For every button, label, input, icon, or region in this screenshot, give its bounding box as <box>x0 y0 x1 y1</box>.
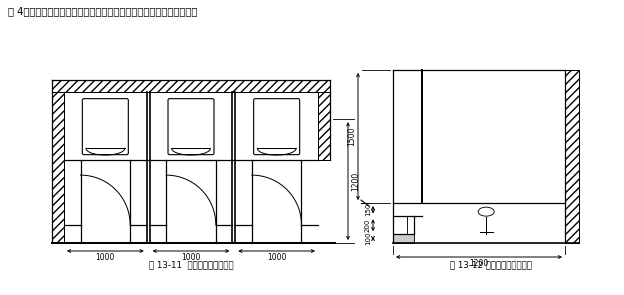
FancyBboxPatch shape <box>168 99 214 155</box>
Polygon shape <box>52 80 330 92</box>
Text: 1000: 1000 <box>95 253 115 262</box>
Text: 1000: 1000 <box>182 253 201 262</box>
FancyBboxPatch shape <box>82 99 129 155</box>
FancyBboxPatch shape <box>254 99 300 155</box>
Polygon shape <box>318 92 330 160</box>
Text: 例 4：如图所示，试计算卫生间木隔断工程量（门与隔断的材质相同）: 例 4：如图所示，试计算卫生间木隔断工程量（门与隔断的材质相同） <box>8 6 197 16</box>
Text: 150: 150 <box>365 203 371 217</box>
Text: 100: 100 <box>365 232 371 245</box>
Text: 200: 200 <box>365 219 371 232</box>
Text: 1000: 1000 <box>267 253 286 262</box>
Text: 图 13-11  某厕所木隔断示意图: 图 13-11 某厕所木隔断示意图 <box>149 260 233 269</box>
Bar <box>393 217 407 234</box>
Ellipse shape <box>478 207 494 216</box>
Text: 图 13-12 某厕所木隔断示意图: 图 13-12 某厕所木隔断示意图 <box>450 260 532 269</box>
Text: 1200: 1200 <box>351 171 360 191</box>
Polygon shape <box>565 70 579 243</box>
Bar <box>393 234 414 243</box>
Text: 1500: 1500 <box>347 127 356 146</box>
Polygon shape <box>52 92 64 243</box>
Text: 1200: 1200 <box>469 259 489 268</box>
